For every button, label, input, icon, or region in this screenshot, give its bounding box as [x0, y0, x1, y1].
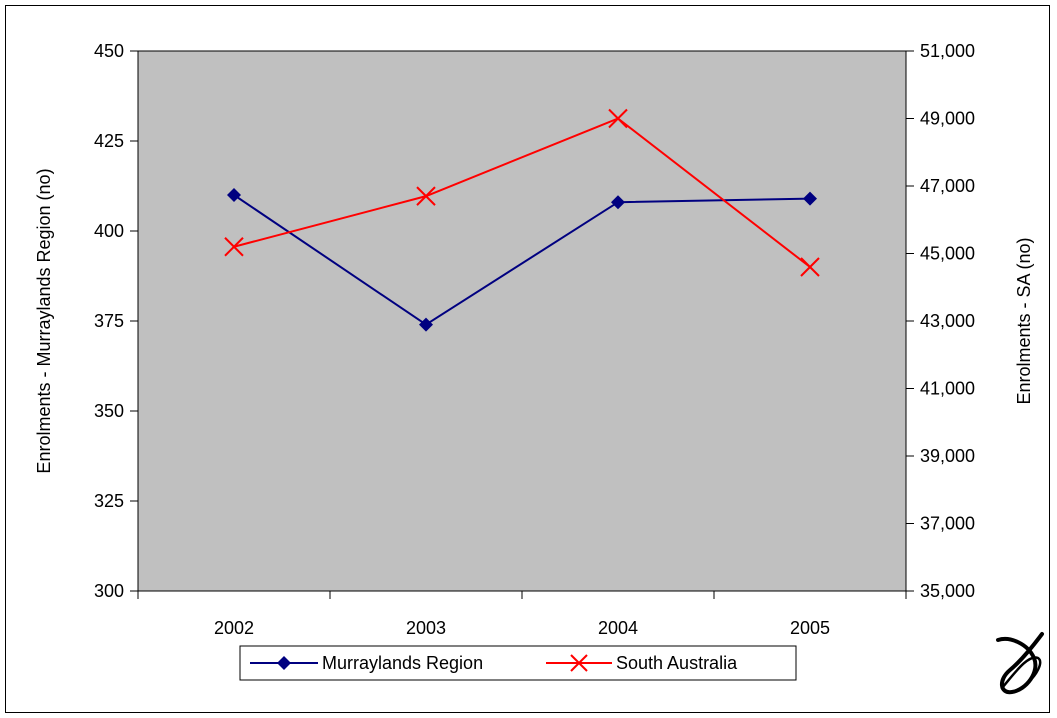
y-tick-label: 350 [94, 401, 124, 421]
y2-tick-label: 51,000 [920, 41, 975, 61]
series-line-murraylands [233, 194, 811, 326]
brand-logo [996, 632, 1044, 695]
legend-label-sa: South Australia [616, 653, 738, 673]
y2-tick-label: 49,000 [920, 109, 975, 129]
legend: Murraylands Region South Australia [239, 645, 797, 681]
x-tick-label: 2003 [406, 618, 446, 638]
data-point-murraylands [803, 191, 817, 206]
data-point-murraylands [611, 195, 625, 210]
y2-tick-label: 39,000 [920, 446, 975, 466]
data-point-murraylands [419, 317, 433, 332]
y-tick-label: 425 [94, 131, 124, 151]
y-tick-label: 375 [94, 311, 124, 331]
y-axis-title: Enrolments - Murraylands Region (no) [34, 168, 54, 473]
data-point-south-australia [800, 257, 820, 277]
data-point-south-australia [224, 237, 244, 257]
y-tick-label: 300 [94, 581, 124, 601]
x-tick-label: 2002 [214, 618, 254, 638]
x-tick-label: 2005 [790, 618, 830, 638]
legend-marker-murraylands [277, 656, 291, 670]
series-line-south-australia [233, 117, 811, 268]
data-point-murraylands [227, 188, 241, 202]
plot-area [137, 50, 907, 592]
series-layer [224, 108, 820, 332]
y-tick-label: 400 [94, 221, 124, 241]
axes: 300 325 350 375 400 425 450 35,000 37,000 39,000 4… [94, 41, 975, 638]
y2-tick-label: 35,000 [920, 581, 975, 601]
data-point-south-australia [416, 186, 436, 206]
y2-tick-label: 45,000 [920, 244, 975, 264]
y2-tick-label: 47,000 [920, 176, 975, 196]
y2-tick-label: 41,000 [920, 379, 975, 399]
legend-marker-sa [570, 654, 588, 672]
y-tick-label: 325 [94, 491, 124, 511]
legend-label-murraylands: Murraylands Region [322, 653, 483, 673]
y2-axis-title: Enrolments - SA (no) [1014, 237, 1034, 404]
data-point-south-australia [608, 108, 628, 129]
legend-box [239, 645, 797, 681]
y2-tick-label: 43,000 [920, 311, 975, 331]
y2-tick-label: 37,000 [920, 514, 975, 534]
x-tick-label: 2004 [598, 618, 638, 638]
y-tick-label: 450 [94, 41, 124, 61]
